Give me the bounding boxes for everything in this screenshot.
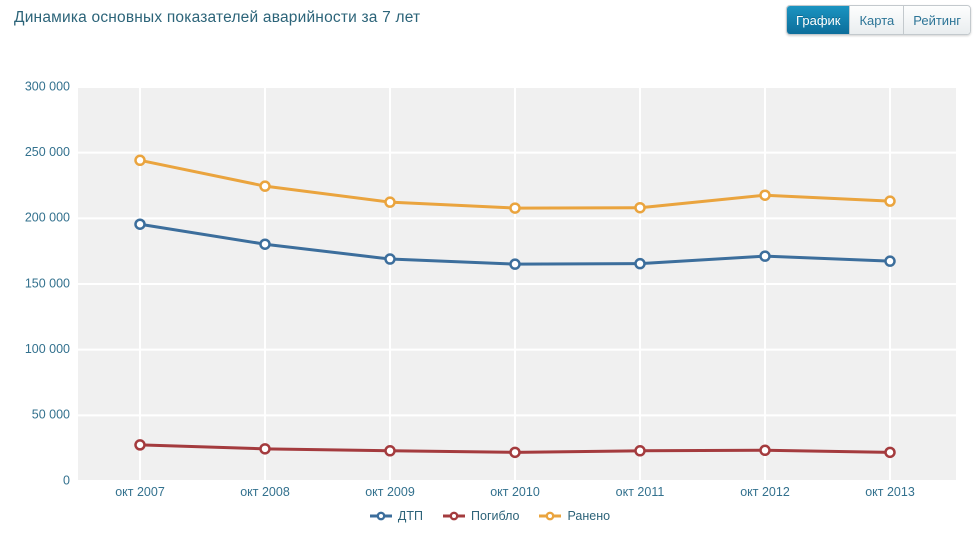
data-point-raneno[interactable] [634, 201, 646, 214]
data-point-raneno[interactable] [259, 180, 271, 192]
data-point-dtp[interactable] [759, 250, 771, 262]
series-dtp [134, 218, 896, 270]
legend-label-raneno: Ранено [567, 509, 611, 523]
x-axis-tick-label: окт 2007 [115, 485, 165, 499]
view-switcher-tabs: График Карта Рейтинг [786, 5, 971, 35]
y-axis-tick-label: 300 000 [25, 79, 70, 93]
data-point-pogiblo[interactable] [259, 443, 271, 455]
data-point-dtp[interactable] [509, 258, 521, 270]
legend-marker-pogiblo [443, 511, 466, 521]
y-axis-tick-label: 50 000 [32, 408, 70, 422]
data-point-raneno[interactable] [509, 202, 521, 214]
x-axis-tick-label: окт 2013 [865, 485, 915, 499]
data-point-pogiblo[interactable] [384, 445, 396, 457]
y-axis-tick-label: 150 000 [25, 276, 70, 290]
legend-item-raneno[interactable]: Ранено [539, 509, 610, 523]
legend-item-dtp[interactable]: ДТП [369, 509, 424, 523]
y-axis-tick-label: 200 000 [25, 211, 70, 225]
legend-marker-dtp [369, 511, 392, 521]
data-point-dtp[interactable] [884, 255, 896, 267]
data-point-raneno[interactable] [384, 196, 396, 208]
y-axis-tick-label: 250 000 [25, 145, 70, 159]
x-axis-tick-label: окт 2009 [365, 485, 415, 499]
data-point-dtp[interactable] [259, 238, 271, 250]
chart-legend: ДТП Погибло Ранено [0, 509, 980, 523]
y-axis-tick-label: 100 000 [25, 342, 70, 356]
series-pogiblo [134, 439, 896, 459]
x-axis-tick-label: окт 2011 [616, 485, 665, 499]
x-axis-tick-label: окт 2008 [240, 485, 290, 499]
data-point-dtp[interactable] [634, 257, 646, 270]
data-point-pogiblo[interactable] [634, 445, 646, 457]
data-point-pogiblo[interactable] [759, 444, 771, 457]
data-point-pogiblo[interactable] [134, 439, 146, 451]
data-point-pogiblo[interactable] [884, 446, 896, 459]
series-raneno [134, 154, 896, 214]
data-point-dtp[interactable] [134, 218, 146, 230]
y-axis-tick-label: 0 [63, 473, 70, 487]
legend-label-dtp: ДТП [397, 509, 424, 523]
x-axis-tick-label: окт 2012 [740, 485, 790, 499]
legend-label-pogiblo: Погибло [471, 509, 520, 523]
tab-reyting[interactable]: Рейтинг [903, 6, 970, 34]
tab-grafik[interactable]: График [787, 6, 850, 34]
legend-item-pogiblo[interactable]: Погибло [443, 509, 519, 523]
data-point-raneno[interactable] [884, 195, 896, 207]
page-title: Динамика основных показателей аварийност… [14, 9, 421, 26]
data-point-raneno[interactable] [759, 189, 771, 201]
data-point-pogiblo[interactable] [509, 446, 521, 459]
legend-marker-raneno [539, 511, 562, 521]
x-axis-tick-label: окт 2010 [490, 485, 540, 499]
data-point-raneno[interactable] [134, 154, 146, 167]
tab-karta[interactable]: Карта [849, 6, 904, 34]
data-point-dtp[interactable] [384, 253, 396, 265]
line-chart: 0 50 000 100 000 150 000 200 000 250 000 300 0… [25, 79, 956, 499]
